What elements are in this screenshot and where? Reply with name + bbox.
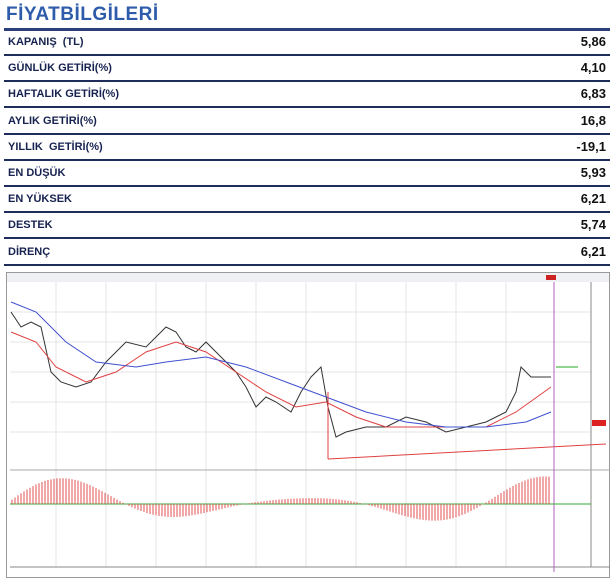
- row-label: EN DÜŞÜK: [8, 167, 66, 179]
- row-value: 5,86: [580, 34, 606, 49]
- table-row: GÜNLÜK GETİRİ(%) 4,10: [4, 56, 610, 83]
- chart-frame: [6, 272, 610, 578]
- row-label: EN YÜKSEK: [8, 193, 72, 206]
- moving-average-long: [10, 301, 552, 428]
- oscillator: [11, 476, 550, 521]
- row-value: 6,21: [580, 243, 606, 259]
- price-tag: [592, 420, 606, 426]
- toolbar-button: [546, 275, 556, 280]
- support-line: [327, 443, 607, 460]
- price-line: [10, 311, 551, 438]
- row-value: -19,1: [576, 138, 606, 154]
- table-row: EN YÜKSEK 6,21: [4, 187, 610, 214]
- row-label: GÜNLÜK GETİRİ(%): [8, 62, 112, 75]
- row-value: 5,74: [580, 217, 606, 233]
- row-label: HAFTALIK GETİRİ(%): [8, 88, 120, 101]
- row-value: 6,21: [580, 191, 606, 207]
- price-chart-image: [6, 272, 610, 578]
- row-label: YILLIK GETİRİ(%): [8, 140, 103, 153]
- row-value: 6,83: [580, 86, 606, 102]
- table-row: DESTEK 5,74: [4, 213, 610, 240]
- row-label: KAPANIŞ (TL): [8, 36, 84, 48]
- row-value: 4,10: [580, 60, 606, 76]
- title-rule: [4, 28, 610, 31]
- table-row: EN DÜŞÜK 5,93: [4, 161, 610, 187]
- chart-toolbar: [7, 273, 609, 282]
- title: FİYATBİLGİLERİ: [6, 4, 159, 25]
- row-value: 5,93: [580, 165, 606, 180]
- row-value: 16,8: [580, 112, 606, 128]
- table-row: YILLIK GETİRİ(%) -19,1: [4, 135, 610, 161]
- table-row: HAFTALIK GETİRİ(%) 6,83: [4, 82, 610, 109]
- row-label: DESTEK: [8, 219, 53, 232]
- chart-grid: [10, 282, 591, 567]
- table-row: AYLIK GETİRİ(%) 16,8: [4, 109, 610, 135]
- row-label: AYLIK GETİRİ(%): [8, 114, 97, 127]
- row-label: DİRENÇ: [8, 245, 51, 258]
- table-row: KAPANIŞ (TL) 5,86: [4, 30, 610, 56]
- table-row: DİRENÇ 6,21: [4, 240, 610, 266]
